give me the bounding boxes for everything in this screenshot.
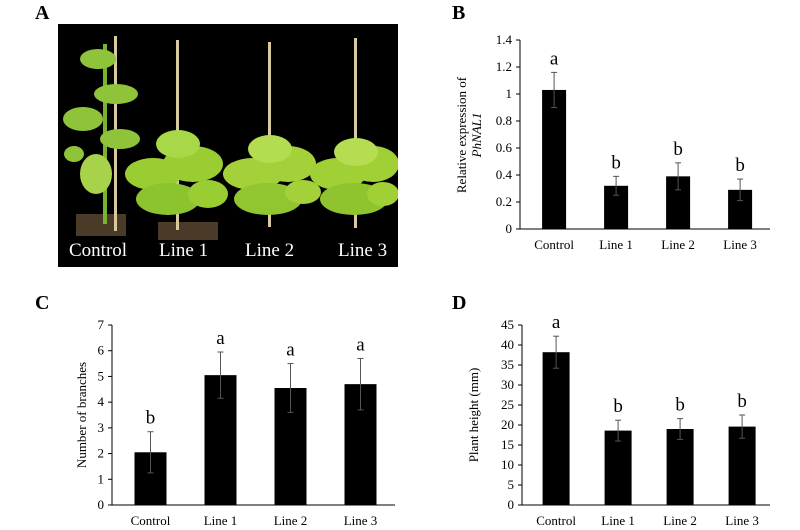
y-tick-label: 30 xyxy=(501,377,514,392)
y-tick-label: 15 xyxy=(501,437,514,452)
x-category-label: Line 3 xyxy=(725,513,759,528)
panel-letter-d: D xyxy=(452,292,467,314)
photo-label-line3: Line 3 xyxy=(338,240,388,261)
y-tick-label: 40 xyxy=(501,337,514,352)
bar-control xyxy=(542,89,567,229)
y-tick-label: 0.4 xyxy=(496,167,513,182)
x-category-label: Line 3 xyxy=(723,237,757,252)
y-tick-label: 0.6 xyxy=(496,140,513,155)
y-axis-label-line1: Plant height (mm) xyxy=(466,368,481,463)
panel-letter-b: B xyxy=(452,2,466,24)
y-tick-label: 0.2 xyxy=(496,194,512,209)
x-category-label: Control xyxy=(536,513,576,528)
y-axis-label-line1: Relative expression of xyxy=(454,76,469,193)
panel-letter-c: C xyxy=(35,292,50,314)
y-tick-label: 1 xyxy=(506,86,513,101)
soil-pot-line1 xyxy=(158,222,218,240)
y-tick-label: 0 xyxy=(506,221,513,236)
significance-letter: b xyxy=(146,408,156,429)
significance-letter: b xyxy=(611,152,621,173)
y-tick-label: 35 xyxy=(501,357,514,372)
significance-letter: a xyxy=(216,328,225,349)
plant-photo xyxy=(58,24,398,267)
x-category-label: Line 1 xyxy=(599,237,633,252)
y-axis-label-line1: Number of branches xyxy=(74,362,89,468)
significance-letter: b xyxy=(613,396,623,417)
significance-letter: b xyxy=(735,155,745,176)
y-axis-label: Number of branches xyxy=(74,362,89,468)
x-category-label: Line 2 xyxy=(274,513,308,528)
x-category-label: Line 3 xyxy=(344,513,378,528)
y-tick-label: 3 xyxy=(98,420,105,435)
significance-letter: a xyxy=(552,312,561,333)
significance-letter: b xyxy=(673,139,683,160)
x-category-label: Control xyxy=(534,237,574,252)
photo-label-line2: Line 2 xyxy=(245,240,295,261)
y-tick-label: 0 xyxy=(98,497,105,512)
plant-line1 xyxy=(125,130,228,215)
y-tick-label: 1.2 xyxy=(496,59,512,74)
y-tick-label: 10 xyxy=(501,457,514,472)
y-axis-label: Relative expression ofPhNAL1 xyxy=(454,76,484,193)
bar-line-2 xyxy=(666,429,694,505)
y-tick-label: 2 xyxy=(98,446,105,461)
plant-line2 xyxy=(223,135,321,215)
plant-control xyxy=(63,44,140,224)
y-axis-label-line2: PhNAL1 xyxy=(469,113,484,159)
plant-line3 xyxy=(310,138,398,215)
x-category-label: Line 2 xyxy=(663,513,697,528)
bar-line-3 xyxy=(728,426,756,505)
y-axis-label: Plant height (mm) xyxy=(466,368,481,463)
stake-line2 xyxy=(268,42,271,227)
y-tick-label: 0 xyxy=(508,497,515,512)
significance-letter: a xyxy=(356,334,365,355)
significance-letter: b xyxy=(675,395,685,416)
photo-label-control: Control xyxy=(69,240,128,261)
y-tick-label: 20 xyxy=(501,417,514,432)
stake-line3 xyxy=(354,38,357,228)
photo-label-line1: Line 1 xyxy=(159,240,209,261)
significance-letter: b xyxy=(737,391,747,412)
y-tick-label: 1 xyxy=(98,471,105,486)
plant-illustration xyxy=(63,36,398,240)
x-category-label: Line 2 xyxy=(661,237,695,252)
panel-letter-a: A xyxy=(35,2,50,24)
y-tick-label: 7 xyxy=(98,317,105,332)
x-category-label: Line 1 xyxy=(601,513,635,528)
y-tick-label: 6 xyxy=(98,343,105,358)
y-tick-label: 5 xyxy=(508,477,515,492)
y-tick-label: 25 xyxy=(501,397,514,412)
y-tick-label: 5 xyxy=(98,368,105,383)
bar-control xyxy=(542,352,570,505)
x-category-label: Line 1 xyxy=(204,513,238,528)
y-tick-label: 4 xyxy=(98,394,105,409)
y-tick-label: 0.8 xyxy=(496,113,512,128)
soil-pot-control xyxy=(76,214,126,236)
significance-letter: a xyxy=(550,48,559,69)
bar-line-1 xyxy=(604,430,632,505)
x-category-label: Control xyxy=(131,513,171,528)
significance-letter: a xyxy=(286,340,295,361)
y-tick-label: 45 xyxy=(501,317,514,332)
y-tick-label: 1.4 xyxy=(496,32,513,47)
